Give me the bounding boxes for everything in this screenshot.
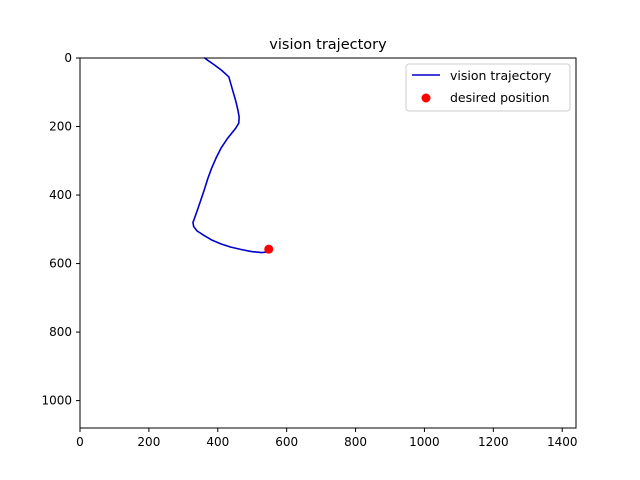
legend-box bbox=[405, 63, 571, 112]
legend-label-trajectory: vision trajectory bbox=[450, 68, 552, 83]
plot-area bbox=[192, 57, 274, 254]
scatter-point-desired-position bbox=[264, 244, 274, 254]
y-axis: 0 200 400 600 800 1000 bbox=[41, 51, 80, 408]
y-tick-label: 200 bbox=[49, 120, 72, 134]
y-tick-label: 1000 bbox=[41, 394, 72, 408]
x-axis: 0 200 400 600 800 1000 1200 1400 bbox=[76, 428, 577, 449]
y-tick-label: 600 bbox=[49, 257, 72, 271]
x-tick-label: 400 bbox=[206, 435, 229, 449]
x-tick-label: 1200 bbox=[478, 435, 509, 449]
y-tick-label: 400 bbox=[49, 188, 72, 202]
legend-scatter-marker bbox=[421, 93, 431, 103]
x-tick-label: 200 bbox=[137, 435, 160, 449]
chart-title: vision trajectory bbox=[269, 37, 387, 53]
legend-label-desired: desired position bbox=[450, 90, 550, 105]
series-line-vision-trajectory bbox=[192, 57, 270, 254]
y-tick-label: 800 bbox=[49, 325, 72, 339]
x-tick-label: 600 bbox=[275, 435, 298, 449]
x-tick-label: 1000 bbox=[409, 435, 440, 449]
x-tick-label: 800 bbox=[344, 435, 367, 449]
plot-frame bbox=[79, 57, 577, 429]
x-tick-label: 0 bbox=[76, 435, 84, 449]
x-tick-label: 1400 bbox=[547, 435, 578, 449]
legend: vision trajectory desired position bbox=[405, 63, 571, 112]
y-tick-label: 0 bbox=[64, 51, 72, 65]
